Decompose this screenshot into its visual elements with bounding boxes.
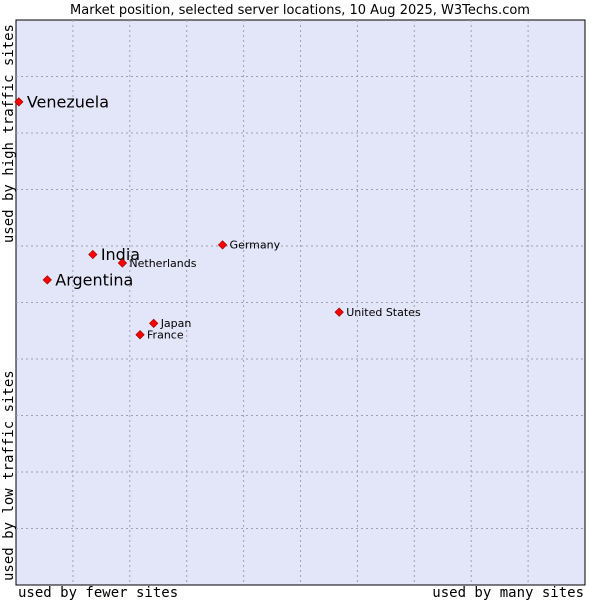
grid-lines [16, 20, 585, 585]
data-point-germany [217, 240, 228, 250]
x-axis-label-right: used by many sites [432, 585, 584, 600]
x-axis-label-left: used by fewer sites [18, 585, 178, 600]
data-label-france: France [147, 329, 184, 342]
data-label-united-states: United States [346, 306, 421, 319]
y-axis-label-top: used by high traffic sites [1, 24, 17, 243]
data-label-venezuela: Venezuela [27, 92, 109, 111]
y-axis-label-bottom: used by low traffic sites [1, 370, 17, 581]
data-point-venezuela [14, 97, 24, 107]
data-point-france [135, 330, 145, 340]
data-point-netherlands [117, 258, 128, 268]
data-point-india [88, 249, 98, 260]
data-point-japan [149, 318, 159, 329]
data-label-argentina: Argentina [55, 270, 133, 289]
data-label-japan: Japan [160, 317, 192, 330]
data-label-netherlands: Netherlands [129, 257, 196, 270]
data-point-united-states [334, 307, 344, 317]
data-point-argentina [42, 275, 52, 285]
data-label-germany: Germany [230, 239, 281, 252]
data-label-india: India [101, 245, 140, 264]
chart-title: Market position, selected server locatio… [70, 3, 530, 18]
